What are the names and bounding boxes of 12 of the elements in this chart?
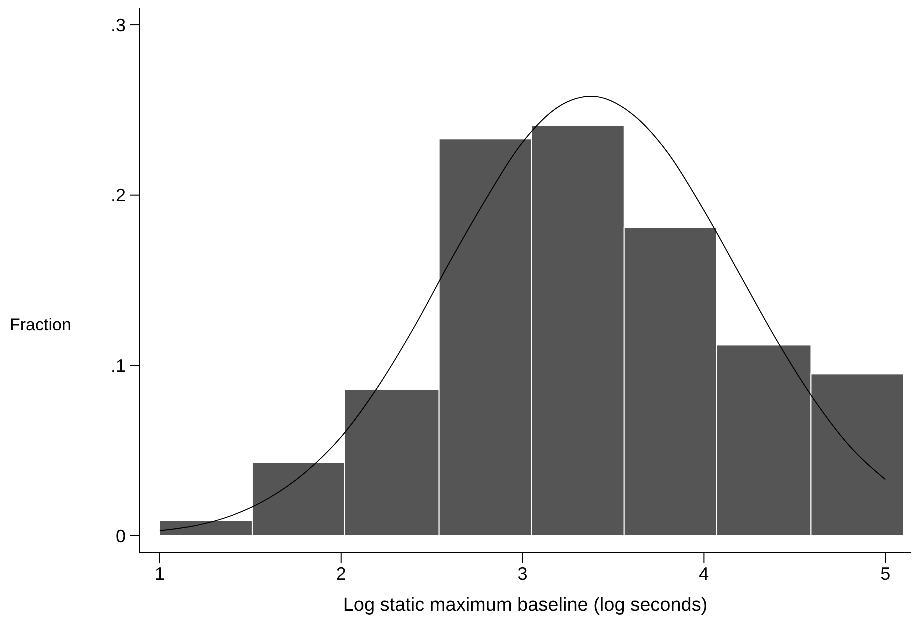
x-tick-label: 1 <box>154 564 165 584</box>
x-tick-label: 2 <box>336 564 346 584</box>
x-tick-label: 4 <box>699 564 710 584</box>
x-tick-label: 5 <box>880 564 891 584</box>
x-tick-label: 3 <box>518 564 528 584</box>
y-tick-label: .3 <box>110 15 126 36</box>
y-tick-label: 0 <box>116 526 126 546</box>
y-axis-title: Fraction <box>10 316 72 334</box>
line-series <box>159 96 886 532</box>
y-tick-label: .2 <box>110 186 126 206</box>
y-tick-label: .1 <box>110 356 126 376</box>
x-axis-title: Log static maximum baseline (log seconds) <box>343 595 708 616</box>
